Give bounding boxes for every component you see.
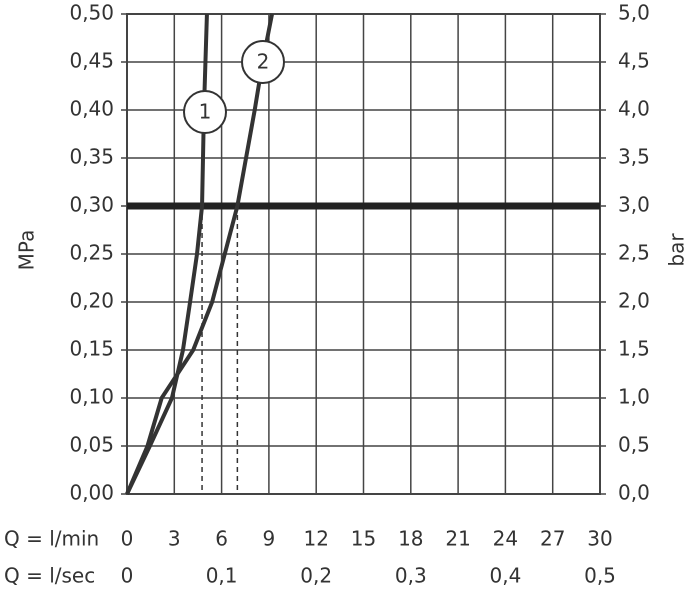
curve-label: 1 (199, 100, 212, 124)
x-tick-label: 15 (351, 527, 376, 551)
y-axis-label: MPa (15, 230, 39, 271)
x-tick-label: 18 (398, 527, 423, 551)
x-tick-label: 6 (215, 527, 228, 551)
plot-frame (126, 13, 601, 495)
y2-tick-label: 5,0 (618, 1, 650, 25)
y2-tick-label: 3,0 (618, 193, 650, 217)
y-tick-label: 0,35 (69, 145, 114, 169)
curve-label: 2 (257, 50, 270, 74)
y-tick-label: 0,15 (69, 337, 114, 361)
y-tick-label: 0,50 (69, 1, 114, 25)
y2-tick-label: 1,5 (618, 337, 650, 361)
y-tick-label: 0,20 (69, 289, 114, 313)
y-tick-label: 0,40 (69, 97, 114, 121)
x2-tick-label: 0,4 (489, 564, 521, 588)
x2-tick-label: 0 (121, 564, 134, 588)
y2-tick-label: 2,0 (618, 289, 650, 313)
y2-axis-label: bar (665, 233, 689, 267)
y2-tick-label: 0,5 (618, 433, 650, 457)
y2-tick-label: 4,0 (618, 97, 650, 121)
x-tick-label: 3 (168, 527, 181, 551)
y2-tick-label: 3,5 (618, 145, 650, 169)
curve-label-circle (183, 90, 227, 134)
x2-tick-label: 0,3 (395, 564, 427, 588)
x-tick-label: 24 (493, 527, 518, 551)
y2-tick-label: 2,5 (618, 241, 650, 265)
x2-tick-label: 0,2 (300, 564, 332, 588)
y2-tick-label: 0,0 (618, 481, 650, 505)
curve (125, 13, 209, 495)
y-tick-label: 0,05 (69, 433, 114, 457)
x-tick-label: 0 (121, 527, 134, 551)
x-axis-label: Q = l/min (4, 527, 99, 551)
x2-tick-label: 0,1 (206, 564, 238, 588)
curve-label-circle (241, 40, 285, 84)
y-tick-label: 0,25 (69, 241, 114, 265)
x2-tick-label: 0,5 (584, 564, 616, 588)
y-tick-label: 0,10 (69, 385, 114, 409)
y2-tick-label: 4,5 (618, 49, 650, 73)
y-tick-label: 0,45 (69, 49, 114, 73)
x-tick-label: 12 (303, 527, 328, 551)
x-tick-label: 27 (540, 527, 565, 551)
y-tick-label: 0,30 (69, 193, 114, 217)
x-tick-label: 30 (587, 527, 612, 551)
x2-axis-label: Q = l/sec (4, 564, 95, 588)
x-tick-label: 9 (263, 527, 276, 551)
y-tick-label: 0,00 (69, 481, 114, 505)
y2-tick-label: 1,0 (618, 385, 650, 409)
x-tick-label: 21 (445, 527, 470, 551)
